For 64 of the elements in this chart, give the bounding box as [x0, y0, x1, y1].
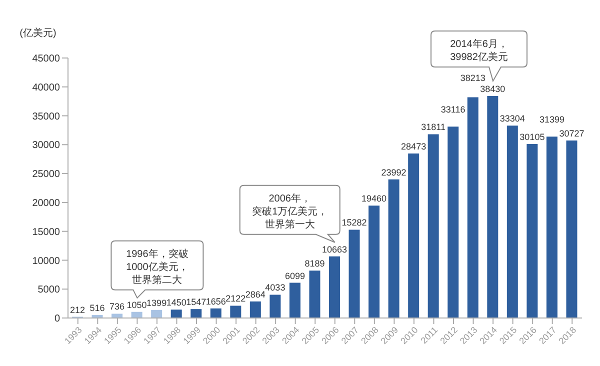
- y-tick-label: 30000: [32, 140, 60, 152]
- data-label: 15282: [342, 218, 367, 228]
- y-tick-label: 0: [54, 314, 60, 325]
- data-label: 6099: [284, 270, 305, 281]
- data-label: 31399: [539, 114, 564, 125]
- bar: [487, 96, 498, 318]
- bar: [230, 306, 242, 318]
- data-label: 10663: [322, 244, 348, 254]
- y-tick-label: 40000: [32, 82, 60, 94]
- data-label: 2864: [245, 289, 266, 300]
- bar: [289, 282, 300, 318]
- data-label: 1656: [206, 296, 226, 306]
- bar: [270, 294, 281, 318]
- bar: [190, 309, 202, 318]
- bar: [170, 310, 182, 318]
- data-label: 1050: [126, 300, 147, 310]
- data-label: 212: [70, 304, 86, 315]
- bar: [467, 97, 478, 318]
- data-label: 736: [110, 302, 125, 312]
- y-tick-label: 10000: [32, 256, 60, 267]
- y-tick-label: 45000: [32, 54, 60, 65]
- bar: [329, 256, 340, 318]
- bar: [408, 153, 420, 318]
- y-tick-label: 20000: [32, 198, 60, 209]
- bar: [506, 126, 518, 318]
- data-label: 516: [90, 303, 105, 314]
- y-tick-label: 5000: [38, 284, 60, 296]
- y-tick-label: 15000: [32, 226, 60, 238]
- data-label: 38430: [480, 84, 506, 94]
- data-label: 8189: [304, 258, 325, 269]
- bar: [546, 136, 558, 318]
- annotation: 2006年，突破1万亿美元，世界第一大: [252, 192, 328, 230]
- bar: [112, 314, 123, 318]
- bar: [309, 270, 320, 318]
- data-label: 23992: [381, 167, 406, 178]
- data-label: 1547: [186, 297, 206, 308]
- data-label: 31811: [421, 122, 446, 132]
- bar: [348, 230, 360, 318]
- data-label: 19460: [362, 194, 387, 204]
- data-label: 4033: [265, 282, 286, 293]
- y-tick-label: 25000: [32, 169, 60, 180]
- bar: [151, 310, 162, 318]
- data-label: 33304: [500, 114, 525, 124]
- data-label: 28473: [401, 141, 426, 152]
- bar: [428, 134, 439, 318]
- data-label: 2122: [226, 294, 246, 304]
- data-label: 1399: [146, 298, 167, 308]
- data-label: 33116: [440, 104, 466, 115]
- annotation: 1996年，突破1000亿美元，世界第二大: [126, 248, 188, 286]
- y-axis-title: (亿美元): [20, 27, 56, 39]
- bar: [131, 312, 142, 318]
- y-tick-label: 35000: [32, 111, 60, 122]
- bar: [368, 206, 380, 318]
- bar: [448, 126, 459, 318]
- data-label: 30727: [559, 128, 584, 138]
- bar: [388, 179, 400, 318]
- bar: [526, 144, 538, 318]
- data-label: 38213: [460, 73, 486, 84]
- bar: [250, 301, 261, 318]
- annotation: 2014年6月，39982亿美元: [450, 38, 508, 63]
- data-label: 30105: [520, 132, 545, 142]
- bar: [566, 140, 578, 318]
- data-label: 1450: [166, 298, 186, 308]
- bar: [210, 308, 222, 318]
